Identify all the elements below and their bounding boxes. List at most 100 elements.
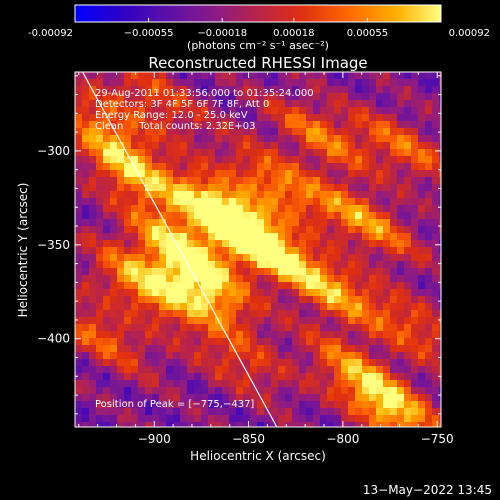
heat-cell xyxy=(376,415,383,422)
heat-cell xyxy=(194,282,201,289)
heat-cell xyxy=(194,205,201,212)
heat-cell xyxy=(110,212,117,219)
heat-cell xyxy=(124,310,131,317)
heat-cell xyxy=(390,254,397,261)
heat-cell xyxy=(103,198,110,205)
heat-cell xyxy=(327,114,334,121)
heat-cell xyxy=(404,142,411,149)
heat-cell xyxy=(173,394,180,401)
heat-cell xyxy=(292,268,299,275)
heat-cell xyxy=(89,128,96,135)
heat-cell xyxy=(152,86,159,93)
heat-cell xyxy=(425,170,432,177)
heat-cell xyxy=(327,142,334,149)
heat-cell xyxy=(369,338,376,345)
heat-cell xyxy=(187,128,194,135)
heat-cell xyxy=(257,240,264,247)
heat-cell xyxy=(278,254,285,261)
heat-cell xyxy=(229,184,236,191)
heat-cell xyxy=(439,107,441,114)
heat-cell xyxy=(348,135,355,142)
heat-cell xyxy=(250,170,257,177)
heat-cell xyxy=(362,282,369,289)
heat-cell xyxy=(432,191,439,198)
heat-cell xyxy=(355,128,362,135)
heat-cell xyxy=(257,422,264,427)
heat-cell xyxy=(145,205,152,212)
heat-cell xyxy=(369,114,376,121)
heat-cell xyxy=(362,149,369,156)
heat-cell xyxy=(124,219,131,226)
heat-cell xyxy=(229,275,236,282)
heat-cell xyxy=(432,219,439,226)
heat-cell xyxy=(334,324,341,331)
heat-cell xyxy=(369,72,376,79)
heat-cell xyxy=(131,233,138,240)
heat-cell xyxy=(355,86,362,93)
heat-cell xyxy=(439,359,441,366)
heat-cell xyxy=(362,359,369,366)
heat-cell xyxy=(110,191,117,198)
heat-cell xyxy=(187,380,194,387)
heat-cell xyxy=(152,324,159,331)
heat-cell xyxy=(425,261,432,268)
heat-cell xyxy=(292,212,299,219)
heat-cell xyxy=(313,86,320,93)
heat-cell xyxy=(362,331,369,338)
heat-cell xyxy=(334,394,341,401)
heat-cell xyxy=(117,219,124,226)
heat-cell xyxy=(404,93,411,100)
heat-cell xyxy=(306,275,313,282)
heat-cell xyxy=(376,177,383,184)
heat-cell xyxy=(404,177,411,184)
heat-cell xyxy=(327,401,334,408)
heat-cell xyxy=(159,282,166,289)
heat-cell xyxy=(257,205,264,212)
heat-cell xyxy=(404,387,411,394)
heat-cell xyxy=(383,359,390,366)
heat-cell xyxy=(355,408,362,415)
heat-cell xyxy=(299,226,306,233)
heat-cell xyxy=(285,191,292,198)
heat-cell xyxy=(82,121,89,128)
heat-cell xyxy=(439,219,441,226)
heat-cell xyxy=(215,268,222,275)
heat-cell xyxy=(383,184,390,191)
heat-cell xyxy=(166,373,173,380)
heat-cell xyxy=(236,345,243,352)
heat-cell xyxy=(278,373,285,380)
heat-cell xyxy=(383,303,390,310)
heat-cell xyxy=(236,303,243,310)
heat-cell xyxy=(397,275,404,282)
heat-cell xyxy=(292,338,299,345)
heat-cell xyxy=(411,135,418,142)
heat-cell xyxy=(222,261,229,268)
heat-cell xyxy=(124,86,131,93)
heat-cell xyxy=(180,107,187,114)
heat-cell xyxy=(362,338,369,345)
heat-cell xyxy=(313,338,320,345)
heat-cell xyxy=(173,422,180,427)
heat-cell xyxy=(348,317,355,324)
heat-cell xyxy=(152,121,159,128)
heat-cell xyxy=(257,380,264,387)
heat-cell xyxy=(208,275,215,282)
heat-cell xyxy=(250,415,257,422)
heat-cell xyxy=(257,149,264,156)
heat-cell xyxy=(89,380,96,387)
heat-cell xyxy=(243,401,250,408)
heat-cell xyxy=(362,387,369,394)
heat-cell xyxy=(313,184,320,191)
heat-cell xyxy=(124,79,131,86)
heat-cell xyxy=(348,338,355,345)
heat-cell xyxy=(166,261,173,268)
heat-cell xyxy=(103,296,110,303)
heat-cell xyxy=(229,352,236,359)
heat-cell xyxy=(278,310,285,317)
heat-cell xyxy=(264,415,271,422)
heat-cell xyxy=(96,219,103,226)
heat-cell xyxy=(425,233,432,240)
heat-cell xyxy=(348,156,355,163)
heat-cell xyxy=(334,275,341,282)
